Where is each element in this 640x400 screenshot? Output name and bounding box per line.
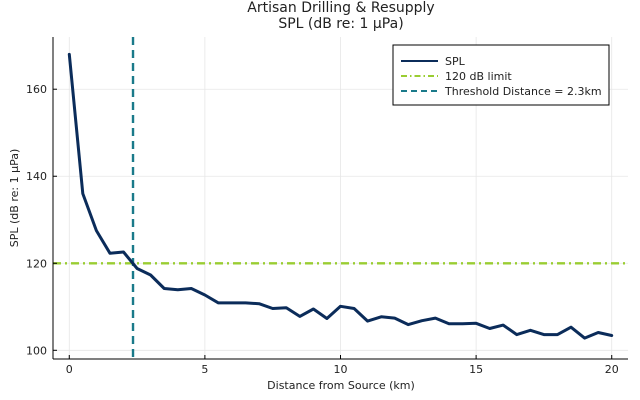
legend: SPL 120 dB limit Threshold Distance = 2.… [392, 44, 610, 106]
legend-label-limit: 120 dB limit [445, 70, 512, 83]
reference-lines [53, 37, 628, 359]
x-tick-label: 0 [66, 363, 73, 376]
series-layer [67, 52, 614, 340]
x-axis-label: Distance from Source (km) [267, 379, 415, 392]
legend-label-spl: SPL [445, 55, 466, 68]
chart-subtitle: SPL (dB re: 1 μPa) [278, 16, 403, 32]
x-tick-label: 20 [605, 363, 619, 376]
x-tick-label: 15 [469, 363, 483, 376]
y-tick-label: 120 [26, 257, 47, 270]
y-axis-label: SPL (dB re: 1 μPa) [8, 149, 21, 247]
ticks: 0 5 10 15 20 100 120 140 160 [26, 83, 619, 376]
legend-label-threshold: Threshold Distance = 2.3km [444, 85, 602, 98]
chart-title: Artisan Drilling & Resupply [247, 0, 434, 16]
x-tick-label: 10 [334, 363, 348, 376]
y-tick-label: 100 [26, 344, 47, 357]
y-tick-label: 160 [26, 83, 47, 96]
x-tick-label: 5 [201, 363, 208, 376]
y-tick-label: 140 [26, 170, 47, 183]
